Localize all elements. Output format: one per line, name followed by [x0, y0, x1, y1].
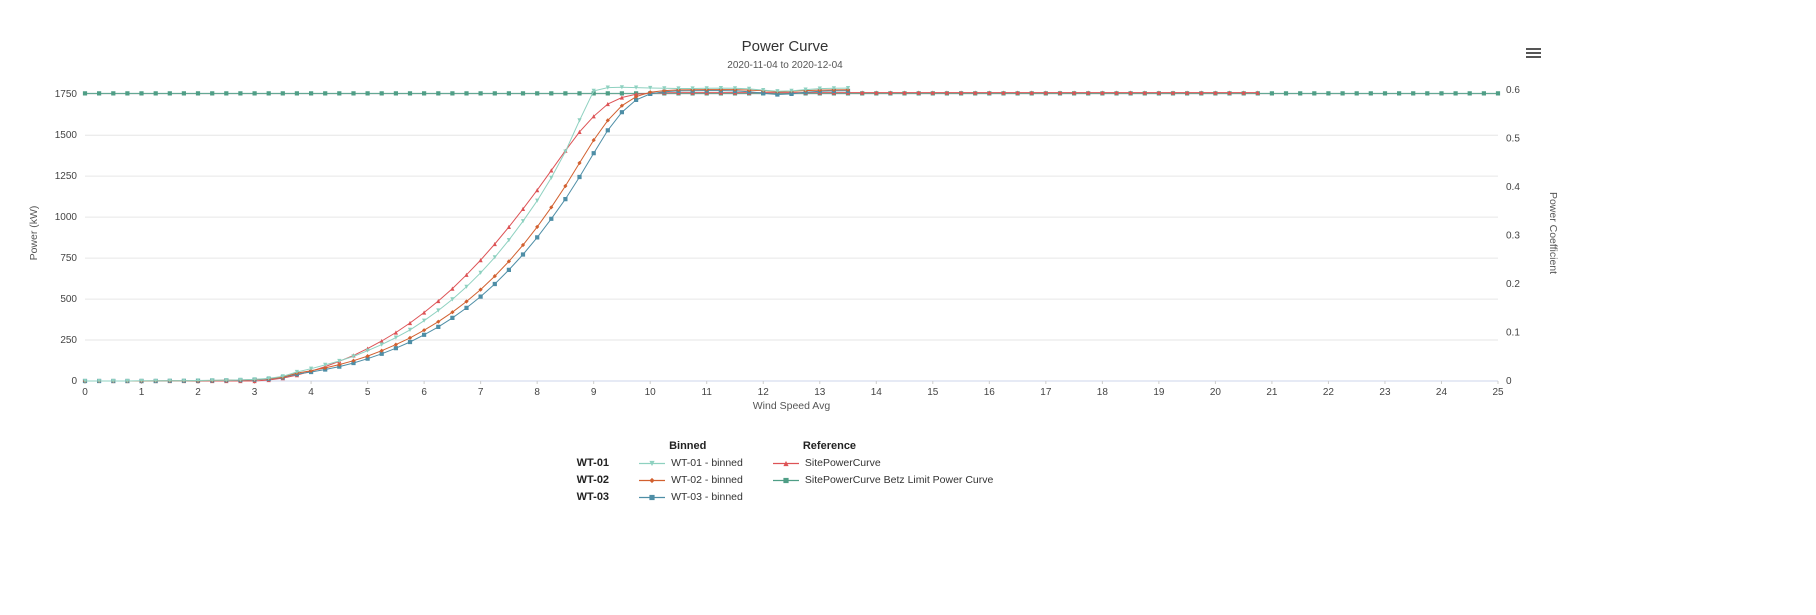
legend-item-label: WT-02 - binned: [671, 474, 743, 486]
y-left-tick-label: 0: [71, 376, 77, 387]
x-tick-label: 10: [645, 387, 657, 398]
x-tick-label: 24: [1436, 387, 1448, 398]
x-tick-label: 13: [814, 387, 826, 398]
legend-item[interactable]: SitePowerCurve: [772, 455, 993, 472]
series-markers: [82, 85, 851, 384]
series-line: [113, 92, 1258, 382]
legend-group-reference: Reference SitePowerCurve SitePowerCurve Be…: [772, 438, 994, 489]
series-WT-01 - binned: [82, 85, 851, 384]
legend-swatch-icon: [772, 477, 799, 484]
x-tick-label: 23: [1379, 387, 1391, 398]
legend: WT-01 WT-02 WT-03 Binned WT-01 - binned WT-02…: [0, 438, 1570, 506]
x-tick-label: 19: [1153, 387, 1165, 398]
legend-names-column: WT-01 WT-02 WT-03: [577, 438, 609, 506]
y-left-tick-label: 1500: [55, 130, 78, 141]
series-WT-03 - binned: [82, 88, 851, 384]
legend-group-binned: Binned WT-01 - binned WT-02 - binned WT-03 …: [639, 438, 743, 506]
legend-swatch-icon: [639, 460, 666, 467]
y-right-tick-label: 0.4: [1506, 182, 1520, 193]
x-tick-label: 3: [252, 387, 258, 398]
y-left-tick-label: 1000: [55, 212, 78, 223]
plot-area: 0 1 2 3 4 5 6 7 8 9 10 11 12 13 14 15 16 17 18 19 20 21 22 23 24…: [55, 85, 1521, 398]
x-tick-label: 16: [984, 387, 996, 398]
series-line: [85, 90, 849, 382]
x-tick-label: 5: [365, 387, 371, 398]
x-tick-label: 14: [871, 387, 883, 398]
x-tick-label: 9: [591, 387, 597, 398]
x-tick-label: 25: [1492, 387, 1504, 398]
x-tick-label: 0: [82, 387, 88, 398]
chart-export-menu-button[interactable]: [1524, 38, 1548, 58]
y-right-tick-label: 0.5: [1506, 134, 1520, 145]
legend-swatch-icon: [772, 460, 799, 467]
chart-subtitle: 2020-11-04 to 2020-12-04: [727, 60, 843, 71]
y-right-tick-label: 0.2: [1506, 279, 1520, 290]
legend-item-label: SitePowerCurve Betz Limit Power Curve: [804, 474, 994, 486]
x-tick-label: 7: [478, 387, 484, 398]
x-tick-label: 8: [534, 387, 540, 398]
legend-item[interactable]: WT-03 - binned: [639, 489, 743, 506]
legend-series-name[interactable]: WT-02: [576, 474, 610, 486]
series-SitePowerCurve: [111, 90, 1260, 384]
y-left-tick-label: 1750: [55, 89, 78, 100]
y-right-tick-label: 0.1: [1506, 328, 1520, 339]
y-left-tick-label: 250: [60, 335, 77, 346]
y-left-tick-label: 1250: [55, 171, 78, 182]
y-right-tick-label: 0.6: [1506, 85, 1520, 96]
series-line: [85, 89, 849, 382]
x-tick-label: 12: [758, 387, 770, 398]
x-tick-label: 4: [308, 387, 314, 398]
y-left-tick-label: 750: [60, 253, 77, 264]
legend-item-label: SitePowerCurve: [804, 457, 881, 469]
y-right-tick-label: 0: [1506, 376, 1512, 387]
x-tick-label: 22: [1323, 387, 1335, 398]
legend-item[interactable]: WT-01 - binned: [639, 455, 743, 472]
legend-group-header: Binned: [669, 440, 707, 452]
series-markers: [82, 87, 851, 384]
series-WT-02 - binned: [82, 87, 851, 384]
y-right-tick-label: 0.3: [1506, 231, 1520, 242]
legend-header-spacer: [577, 438, 609, 455]
series-markers: [82, 88, 851, 384]
x-tick-label: 2: [195, 387, 201, 398]
x-tick-label: 11: [702, 387, 713, 398]
legend-group-header: Reference: [802, 440, 857, 452]
legend-item-label: WT-03 - binned: [671, 491, 743, 503]
y-left-tick-label: 500: [60, 294, 77, 305]
x-tick-label: 18: [1097, 387, 1109, 398]
x-axis-title: Wind Speed Avg: [752, 400, 831, 412]
legend-item[interactable]: SitePowerCurve Betz Limit Power Curve: [772, 472, 994, 489]
legend-series-name[interactable]: WT-01: [576, 457, 610, 469]
legend-swatch-icon: [639, 477, 666, 484]
legend-item[interactable]: WT-02 - binned: [639, 472, 743, 489]
chart-title: Power Curve: [741, 38, 829, 55]
legend-item-label: WT-01 - binned: [671, 457, 743, 469]
x-tick-label: 6: [421, 387, 427, 398]
x-tick-label: 17: [1040, 387, 1052, 398]
hamburger-icon: [1526, 47, 1541, 50]
series-markers: [111, 90, 1260, 384]
legend-series-name[interactable]: WT-03: [576, 491, 610, 503]
x-tick-label: 21: [1266, 387, 1278, 398]
x-tick-label: 15: [927, 387, 939, 398]
legend-swatch-icon: [639, 494, 666, 501]
x-tick-label: 20: [1210, 387, 1222, 398]
x-tick-label: 1: [139, 387, 145, 398]
y-axis-title-right: Power Coefficient: [1547, 191, 1559, 275]
y-axis-title-left: Power (kW): [28, 205, 40, 261]
series-line: [85, 86, 849, 382]
